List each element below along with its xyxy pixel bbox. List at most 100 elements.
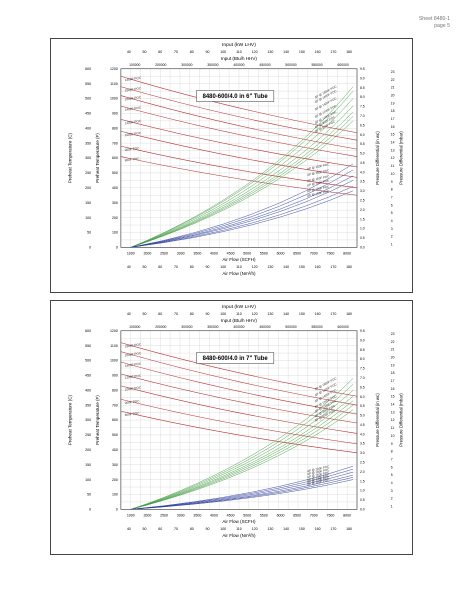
red-series-line	[120, 342, 358, 397]
top-tick-kw: 90	[205, 312, 209, 316]
x-tick-scfh: 8000	[343, 513, 351, 517]
top-tick-kw: 110	[236, 50, 242, 54]
x-tick-nm3h: 150	[299, 527, 305, 531]
x-tick-scfh: 6000	[277, 513, 285, 517]
top-tick-kw: 100	[220, 312, 226, 316]
right-tick-inwc: 6.5	[360, 385, 365, 389]
x-tick-scfh: 1000	[127, 513, 135, 517]
right-tick-inwc: 1.0	[360, 489, 365, 493]
right-tick-mbar: 23	[391, 70, 395, 74]
chart-title-box	[196, 352, 275, 364]
y-tick-fahrenheit: 1100	[110, 82, 118, 86]
y-axis-label-celsius: Preheat Temperature (C)	[67, 132, 72, 183]
right-tick-inwc: 8.0	[360, 357, 365, 361]
top-tick-btu: 550000	[311, 63, 322, 67]
x-tick-scfh: 1000	[127, 251, 135, 255]
sheet-header: Sheet 8480-1 page 5	[419, 16, 450, 30]
y-tick-celsius: 600	[85, 329, 91, 333]
chart-title: 8480-600/4.0 in 7" Tube	[203, 356, 269, 362]
top-tick-btu: 400000	[233, 63, 244, 67]
right-tick-mbar: 15	[391, 395, 395, 399]
red-series-label: 800F POC	[124, 156, 140, 162]
x-tick-nm3h: 130	[267, 527, 273, 531]
y-tick-fahrenheit: 1200	[110, 67, 118, 71]
right-tick-mbar: 17	[391, 379, 395, 383]
right-tick-mbar: 15	[391, 133, 395, 137]
right-tick-inwc: 7.5	[360, 367, 365, 371]
right-tick-inwc: 9.5	[360, 67, 365, 71]
y-tick-celsius: 100	[85, 478, 91, 482]
red-series-label: 1600F POC	[124, 351, 142, 357]
top-tick-kw: 150	[299, 50, 305, 54]
right-tick-inwc: 3.0	[360, 189, 365, 193]
blue-series-line	[130, 190, 354, 248]
right-tick-inwc: 7.0	[360, 114, 365, 118]
top-tick-btu: 200000	[155, 325, 166, 329]
y-tick-celsius: 200	[85, 186, 91, 190]
top-tick-kw: 130	[267, 312, 273, 316]
x-tick-nm3h: 50	[143, 265, 147, 269]
y-tick-celsius: 0	[89, 508, 91, 512]
y-tick-fahrenheit: 1000	[110, 359, 118, 363]
right-tick-mbar: 22	[391, 78, 395, 82]
y-tick-celsius: 100	[85, 216, 91, 220]
x-tick-scfh: 2000	[143, 513, 151, 517]
green-series-line	[130, 90, 354, 248]
top-tick-kw: 140	[283, 50, 289, 54]
top-tick-kw: 180	[346, 50, 352, 54]
red-series-line	[120, 385, 358, 434]
top-axis-label-btu: Input (Btu/h HHV)	[221, 318, 257, 323]
y-tick-celsius: 150	[85, 463, 91, 467]
red-series-line	[120, 95, 358, 150]
red-series-line	[120, 75, 358, 134]
x-tick-scfh: 4000	[210, 251, 218, 255]
top-tick-kw: 40	[127, 312, 131, 316]
right-tick-mbar: 8	[391, 188, 393, 192]
top-tick-kw: 170	[330, 312, 336, 316]
right-tick-mbar: 8	[391, 450, 393, 454]
plot-frame	[120, 68, 358, 248]
chart-svg-6-inch: Input (kW LHV)40 50 60 70 80 90 100 110 120 130 14…	[67, 42, 404, 276]
y-tick-celsius: 450	[85, 374, 91, 378]
red-series-line	[120, 373, 358, 424]
right-tick-inwc: 7.0	[360, 376, 365, 380]
right-tick-inwc: 3.5	[360, 180, 365, 184]
x-tick-scfh: 2500	[160, 513, 168, 517]
red-series-line	[120, 86, 358, 141]
blue-series-line	[130, 186, 354, 248]
right-axis-label-mbar: Pressure Differential (mbar)	[399, 131, 404, 185]
right-tick-inwc: 6.5	[360, 123, 365, 127]
red-series-label: 1200F POC	[124, 373, 142, 379]
y-tick-fahrenheit: 900	[112, 112, 118, 116]
top-tick-kw: 70	[174, 312, 178, 316]
blue-series-line	[130, 465, 354, 510]
right-tick-mbar: 14	[391, 141, 395, 145]
right-tick-mbar: 6	[391, 203, 393, 207]
right-tick-mbar: 9	[391, 442, 393, 446]
right-tick-inwc: 5.0	[360, 152, 365, 156]
top-tick-kw: 70	[174, 50, 178, 54]
right-tick-inwc: 3.0	[360, 451, 365, 455]
top-tick-btu: 300000	[181, 325, 192, 329]
right-tick-inwc: 8.5	[360, 348, 365, 352]
green-series-line	[130, 105, 354, 248]
right-tick-mbar: 19	[391, 101, 395, 105]
right-tick-mbar: 12	[391, 418, 395, 422]
red-series-label: 1000F POC	[124, 385, 142, 391]
y-tick-celsius: 600	[85, 67, 91, 71]
top-axis-label-kw: Input (kW LHV)	[222, 304, 256, 310]
blue-series-line	[130, 180, 354, 248]
x-tick-nm3h: 50	[143, 527, 147, 531]
y-tick-fahrenheit: 100	[112, 231, 118, 235]
top-tick-kw: 80	[190, 50, 194, 54]
x-tick-scfh: 6000	[277, 251, 285, 255]
top-tick-kw: 110	[236, 312, 242, 316]
right-tick-inwc: 2.0	[360, 470, 365, 474]
blue-series-line	[130, 468, 354, 510]
right-tick-mbar: 1	[391, 505, 393, 509]
x-tick-scfh: 4500	[227, 513, 235, 517]
top-axis-label-kw: Input (kW LHV)	[222, 42, 256, 48]
red-series-label: 1400F POC	[124, 76, 142, 82]
x-tick-scfh: 3500	[193, 513, 201, 517]
y-axis-label-celsius: Preheat Temperature (C)	[67, 394, 72, 445]
